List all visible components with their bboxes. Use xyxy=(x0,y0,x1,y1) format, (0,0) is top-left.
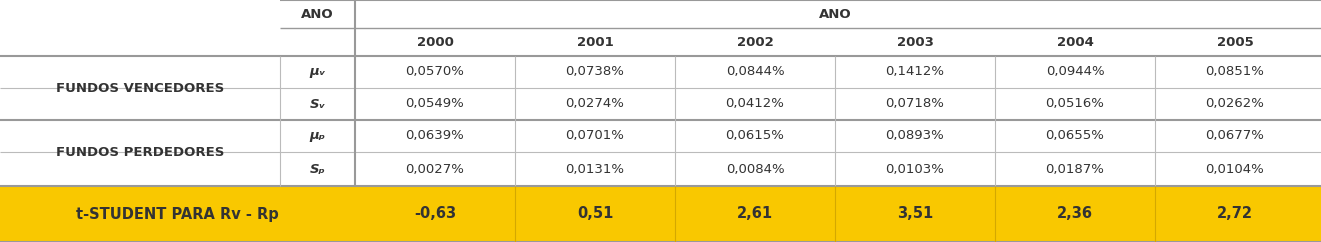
Text: 0,0570%: 0,0570% xyxy=(406,66,465,78)
Text: 0,0187%: 0,0187% xyxy=(1045,162,1104,175)
Text: Sᵥ: Sᵥ xyxy=(309,98,325,111)
Text: 0,1412%: 0,1412% xyxy=(885,66,945,78)
Text: t-STUDENT PARA Rv - Rp: t-STUDENT PARA Rv - Rp xyxy=(77,206,279,221)
Text: 0,0893%: 0,0893% xyxy=(885,129,945,143)
Text: 0,0677%: 0,0677% xyxy=(1206,129,1264,143)
Text: 2002: 2002 xyxy=(737,36,773,48)
Text: 2,36: 2,36 xyxy=(1057,206,1092,221)
Text: 3,51: 3,51 xyxy=(897,206,933,221)
Text: 2,61: 2,61 xyxy=(737,206,773,221)
Text: 0,0615%: 0,0615% xyxy=(725,129,785,143)
Text: 0,0944%: 0,0944% xyxy=(1046,66,1104,78)
Text: ANO: ANO xyxy=(819,8,851,21)
Text: Sₚ: Sₚ xyxy=(309,162,325,175)
Text: 0,0274%: 0,0274% xyxy=(565,98,625,111)
Text: 2000: 2000 xyxy=(416,36,453,48)
Text: FUNDOS VENCEDORES: FUNDOS VENCEDORES xyxy=(55,82,225,94)
Text: 0,0262%: 0,0262% xyxy=(1206,98,1264,111)
Text: 0,0844%: 0,0844% xyxy=(725,66,785,78)
Text: 0,0104%: 0,0104% xyxy=(1206,162,1264,175)
Text: μᵥ: μᵥ xyxy=(309,66,326,78)
Text: 0,0103%: 0,0103% xyxy=(885,162,945,175)
Text: 0,0655%: 0,0655% xyxy=(1045,129,1104,143)
Text: 2005: 2005 xyxy=(1217,36,1254,48)
Text: 0,0639%: 0,0639% xyxy=(406,129,465,143)
Text: μₚ: μₚ xyxy=(309,129,325,143)
Text: 0,0718%: 0,0718% xyxy=(885,98,945,111)
Text: ANO: ANO xyxy=(301,8,334,21)
Text: 0,0851%: 0,0851% xyxy=(1206,66,1264,78)
Text: 2,72: 2,72 xyxy=(1217,206,1254,221)
Text: 0,0027%: 0,0027% xyxy=(406,162,465,175)
Text: 0,0412%: 0,0412% xyxy=(725,98,785,111)
Text: 0,0549%: 0,0549% xyxy=(406,98,465,111)
Text: FUNDOS PERDEDORES: FUNDOS PERDEDORES xyxy=(55,146,225,159)
Text: 2003: 2003 xyxy=(897,36,934,48)
Text: 0,51: 0,51 xyxy=(577,206,613,221)
Text: 0,0516%: 0,0516% xyxy=(1045,98,1104,111)
Text: 2001: 2001 xyxy=(577,36,613,48)
Text: 0,0738%: 0,0738% xyxy=(565,66,625,78)
Text: 0,0131%: 0,0131% xyxy=(565,162,625,175)
Text: 0,0701%: 0,0701% xyxy=(565,129,625,143)
Text: 2004: 2004 xyxy=(1057,36,1094,48)
Text: -0,63: -0,63 xyxy=(413,206,456,221)
Text: 0,0084%: 0,0084% xyxy=(725,162,785,175)
Bar xyxy=(0,186,1321,242)
